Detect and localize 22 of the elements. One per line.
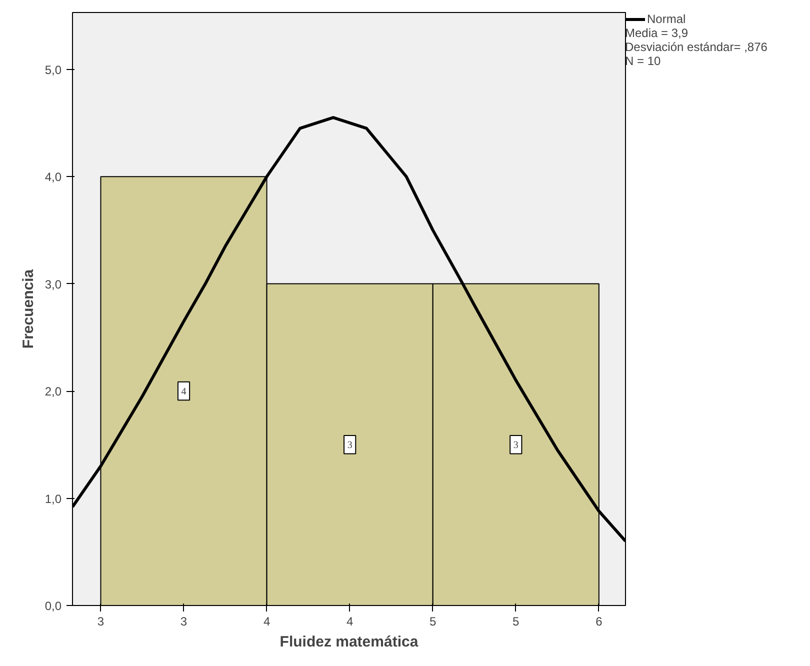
x-tick-label: 4 (263, 614, 270, 628)
y-tick-label: 4,0 (44, 170, 62, 184)
y-tick-label: 2,0 (44, 384, 62, 399)
annotation: Desviación estándar= ,876 (625, 40, 768, 54)
y-tick-label: 5,0 (44, 62, 62, 77)
x-tick-label: 4 (346, 614, 354, 628)
x-tick-label: 3 (97, 614, 104, 628)
x-tick-label: 6 (596, 614, 603, 628)
x-tick-label: 5 (512, 614, 520, 628)
y-tick-label: 3,0 (44, 277, 62, 292)
legend-label: Normal (647, 12, 686, 26)
y-axis-title: Frecuencia (20, 268, 37, 349)
data-label: 3 (513, 440, 518, 452)
x-tick-label: 3 (180, 614, 188, 628)
data-label: 4 (181, 386, 186, 398)
data-label: 3 (347, 440, 352, 452)
x-axis-title: Fluidez matemática (280, 634, 419, 650)
y-tick-label: 0,0 (44, 599, 62, 613)
x-tick-label: 5 (430, 614, 437, 628)
annotation: N = 10 (625, 54, 661, 68)
y-tick-label: 1,0 (44, 492, 62, 506)
annotation: Media = 3,9 (625, 26, 688, 40)
